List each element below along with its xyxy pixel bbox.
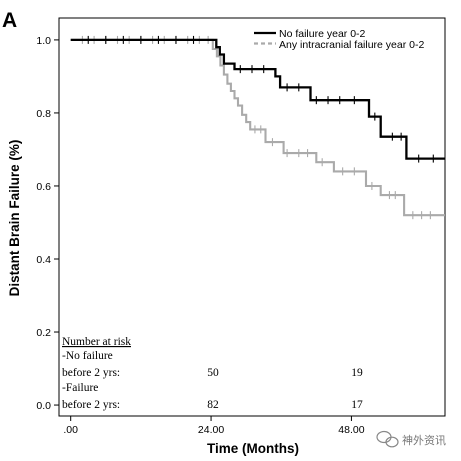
risk-table-title: Number at risk [62, 336, 131, 348]
legend-label-any-failure: Any intracranial failure year 0-2 [279, 39, 424, 51]
risk-table: Number at risk -No failure before 2 yrs:… [62, 336, 363, 411]
y-tick-label: 1.0 [36, 35, 51, 47]
x-tick-label: 48.00 [338, 424, 364, 436]
x-axis-title: Time (Months) [207, 441, 299, 456]
risk-count: 17 [351, 399, 363, 411]
watermark-text: 神外资讯 [402, 433, 446, 447]
risk-count: 19 [351, 367, 363, 379]
plot-frame [58, 17, 446, 417]
survival-curves [70, 35, 445, 220]
y-tick-label: 0.0 [36, 400, 51, 412]
y-axis-title: Distant Brain Failure (%) [7, 140, 22, 297]
y-tick-label: 0.6 [36, 181, 51, 193]
series-line-any-failure [70, 38, 445, 217]
y-tick-label: 0.4 [36, 254, 51, 266]
risk-count: 50 [207, 367, 219, 379]
risk-group-label: -No failure [62, 350, 113, 362]
legend: No failure year 0-2 Any intracranial fai… [254, 28, 424, 51]
risk-row-label: before 2 yrs: [62, 399, 120, 411]
y-tick-label: 0.2 [36, 327, 51, 339]
watermark: 神外资讯 [376, 430, 446, 448]
x-axis: .00 24.00 48.00 [63, 416, 365, 436]
risk-count: 82 [207, 399, 219, 411]
y-tick-label: 0.8 [36, 108, 51, 120]
panel-label: A [2, 9, 17, 32]
risk-group-label: -Failure [62, 382, 98, 394]
x-tick-label: .00 [63, 424, 78, 436]
legend-label-no-failure: No failure year 0-2 [279, 28, 366, 40]
series-line-no-failure [70, 38, 445, 160]
risk-row-label: before 2 yrs: [62, 367, 120, 379]
x-tick-label: 24.00 [198, 424, 224, 436]
y-axis: 0.0 0.2 0.4 0.6 0.8 1.0 [36, 35, 59, 412]
chat-bubble-icon [376, 430, 399, 448]
